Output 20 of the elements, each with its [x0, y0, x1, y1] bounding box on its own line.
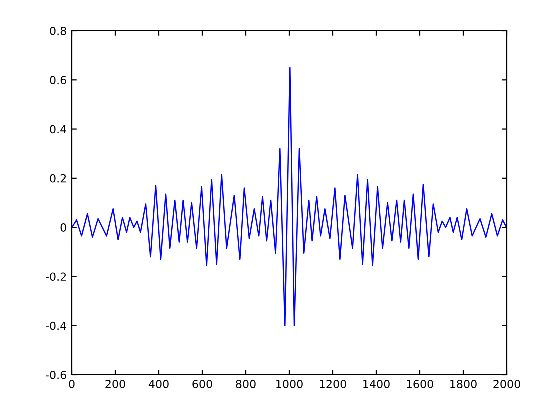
x-tick-label: 2000 [494, 380, 520, 388]
x-tick-label: 1600 [407, 380, 434, 388]
x-tick-label: 200 [106, 380, 126, 388]
y-tick-label: -0.6 [46, 370, 66, 380]
y-tick-label: 0.6 [50, 76, 66, 85]
y-tick-label: -0.4 [46, 322, 67, 330]
y-tick-label: 0.8 [50, 26, 66, 36]
x-tick-label: 1800 [450, 380, 477, 388]
line-series [72, 67, 507, 326]
x-tick-label: 1400 [364, 380, 390, 388]
y-tick-label: 0.4 [50, 125, 67, 134]
x-tick-label: 600 [192, 380, 212, 388]
y-tick-label: 0.2 [50, 174, 66, 183]
x-tick-label: 1000 [276, 380, 303, 388]
x-tick-label: 0 [69, 380, 75, 388]
x-tick-label: 400 [148, 380, 169, 388]
y-tick-label: -0.2 [46, 272, 66, 282]
x-tick-label: 800 [236, 380, 256, 388]
y-tick-label: 0 [60, 224, 66, 232]
x-tick-label: 1200 [320, 380, 346, 388]
